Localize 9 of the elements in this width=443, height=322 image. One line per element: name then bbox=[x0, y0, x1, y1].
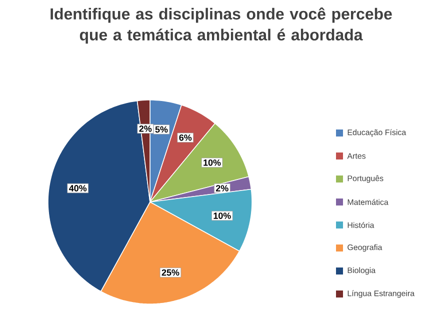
data-label: 40% bbox=[69, 185, 87, 192]
chart-title: Identifique as disciplinas onde você percebe que a temática ambiental é abordada bbox=[50, 8, 392, 44]
data-label: 2% bbox=[216, 185, 228, 192]
data-label: 10% bbox=[204, 159, 221, 166]
data-label: 10% bbox=[214, 212, 231, 219]
data-label: 5% bbox=[155, 126, 168, 133]
data-label: 2% bbox=[139, 126, 152, 132]
data-label: 6% bbox=[179, 134, 192, 141]
data-label: 25% bbox=[162, 269, 180, 276]
